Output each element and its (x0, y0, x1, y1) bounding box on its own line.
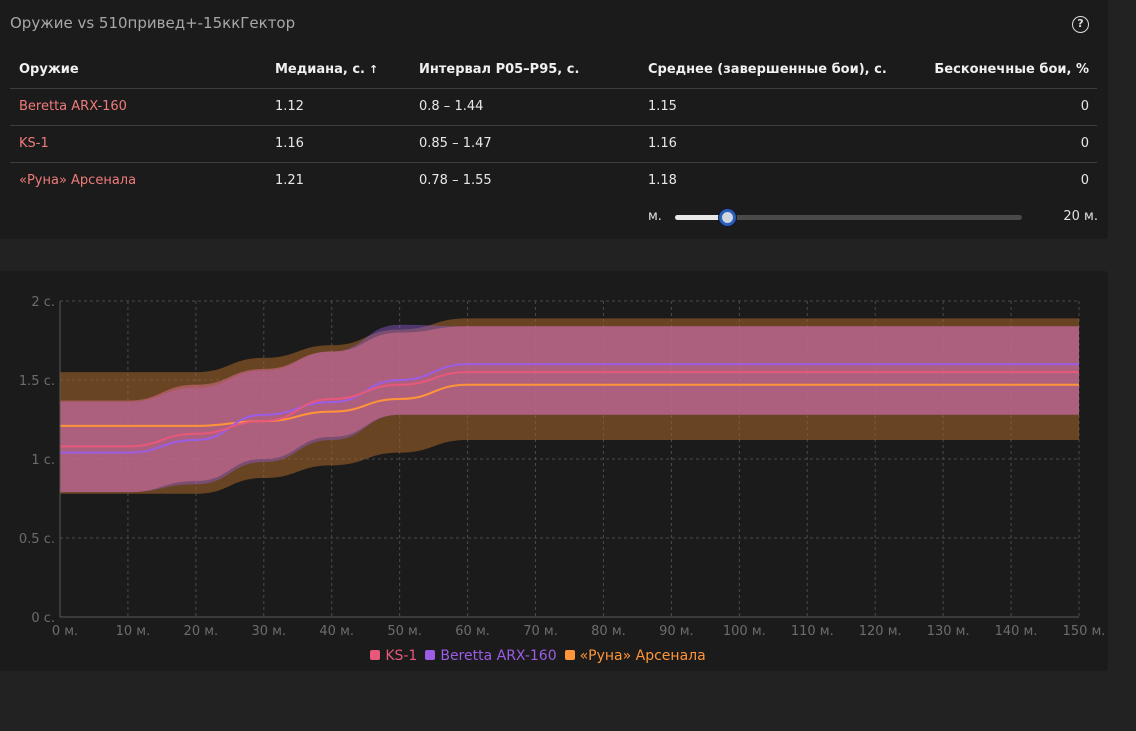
infinite-cell: 0 (1080, 99, 1089, 114)
x-tick-label: 130 м. (927, 624, 970, 639)
x-tick-label: 0 м. (52, 624, 78, 639)
weapon-link[interactable]: KS-1 (19, 136, 49, 151)
y-tick-label: 0 с. (31, 611, 55, 626)
table-row: KS-1 1.16 0.85 – 1.47 1.16 0 (10, 126, 1097, 163)
header-weapon[interactable]: Оружие (19, 62, 79, 77)
x-tick-label: 90 м. (659, 624, 694, 639)
slider-fill (675, 215, 728, 220)
median-cell: 1.16 (275, 136, 304, 151)
infinite-cell: 0 (1080, 173, 1089, 188)
slider-min-label: м. (648, 209, 662, 224)
interval-cell: 0.78 – 1.55 (419, 173, 492, 188)
chart-legend: KS-1 Beretta ARX-160 «Руна» Арсенала (0, 648, 1076, 664)
x-tick-label: 120 м. (859, 624, 902, 639)
interval-bands (60, 318, 1079, 494)
help-circle-icon[interactable]: ? (1072, 16, 1089, 33)
header-interval[interactable]: Интервал P05–P95, с. (419, 62, 580, 77)
x-tick-label: 40 м. (319, 624, 354, 639)
legend-item[interactable]: Beretta ARX-160 (425, 648, 557, 664)
x-tick-label: 50 м. (387, 624, 422, 639)
legend-label: KS-1 (385, 648, 418, 664)
x-tick-label: 110 м. (791, 624, 834, 639)
interval-cell: 0.85 – 1.47 (419, 136, 492, 151)
table-header-row: Оружие Медиана, с. ↑ Интервал P05–P95, с.… (10, 52, 1097, 89)
median-lines (59, 363, 1079, 454)
legend-swatch-icon (425, 650, 436, 660)
slider-track[interactable] (675, 209, 1022, 226)
weapon-link[interactable]: Beretta ARX-160 (19, 99, 127, 114)
distance-slider: м. 20 м. (648, 205, 1098, 229)
interval-cell: 0.8 – 1.44 (419, 99, 484, 114)
weapon-link[interactable]: «Руна» Арсенала (19, 173, 137, 188)
weapon-comparison-panel: Оружие vs 510привед+-15ккГектор ? Оружие… (0, 0, 1108, 239)
median-line (59, 363, 1079, 454)
legend-label: «Руна» Арсенала (579, 648, 706, 664)
legend-swatch-icon (370, 650, 381, 660)
header-median-label: Медиана, с. (275, 62, 365, 77)
legend-item[interactable]: KS-1 (370, 648, 417, 664)
median-line (59, 371, 1079, 448)
weapons-table: Оружие Медиана, с. ↑ Интервал P05–P95, с.… (10, 52, 1097, 200)
median-cell: 1.21 (275, 173, 304, 188)
y-tick-label: 1.5 с. (19, 374, 55, 389)
chart-panel: 0 м. 10 м. 20 м. 30 м. 40 м. 50 м. 60 м. 70 м. 8… (0, 271, 1108, 671)
x-tick-label: 30 м. (251, 624, 286, 639)
mean-cell: 1.18 (648, 173, 677, 188)
x-tick-label: 20 м. (184, 624, 219, 639)
mean-cell: 1.16 (648, 136, 677, 151)
axes: 0 м. 10 м. 20 м. 30 м. 40 м. 50 м. 60 м. 70 м. 8… (19, 295, 1106, 639)
x-tick-label: 10 м. (116, 624, 151, 639)
legend-label: Beretta ARX-160 (440, 648, 557, 664)
header-median[interactable]: Медиана, с. ↑ (275, 52, 378, 88)
slider-thumb[interactable] (718, 209, 736, 226)
x-tick-label: 150 м. (1063, 624, 1106, 639)
header-mean[interactable]: Среднее (завершенные бои), с. (648, 62, 887, 77)
header-infinite[interactable]: Бесконечные бои, % (934, 62, 1089, 77)
legend-item[interactable]: «Руна» Арсенала (564, 648, 706, 664)
x-tick-label: 80 м. (591, 624, 626, 639)
sort-ascending-icon: ↑ (369, 63, 379, 76)
y-tick-label: 0.5 с. (19, 532, 55, 547)
table-row: Beretta ARX-160 1.12 0.8 – 1.44 1.15 0 (10, 89, 1097, 126)
y-tick-label: 1 с. (31, 453, 55, 468)
panel-title: Оружие vs 510привед+-15ккГектор (10, 14, 296, 32)
x-tick-label: 100 м. (723, 624, 766, 639)
y-tick-label: 2 с. (31, 295, 55, 310)
table-row: «Руна» Арсенала 1.21 0.78 – 1.55 1.18 0 (10, 163, 1097, 200)
time-vs-distance-chart: 0 м. 10 м. 20 м. 30 м. 40 м. 50 м. 60 м. 70 м. 8… (19, 295, 1106, 639)
infinite-cell: 0 (1080, 136, 1089, 151)
mean-cell: 1.15 (648, 99, 677, 114)
x-tick-label: 70 м. (523, 624, 558, 639)
slider-value-label: 20 м. (1063, 209, 1098, 224)
median-cell: 1.12 (275, 99, 304, 114)
x-tick-label: 60 м. (455, 624, 490, 639)
legend-swatch-icon (564, 650, 575, 660)
interval-band (60, 326, 1079, 493)
median-line (60, 383, 1079, 427)
x-tick-label: 140 м. (995, 624, 1038, 639)
